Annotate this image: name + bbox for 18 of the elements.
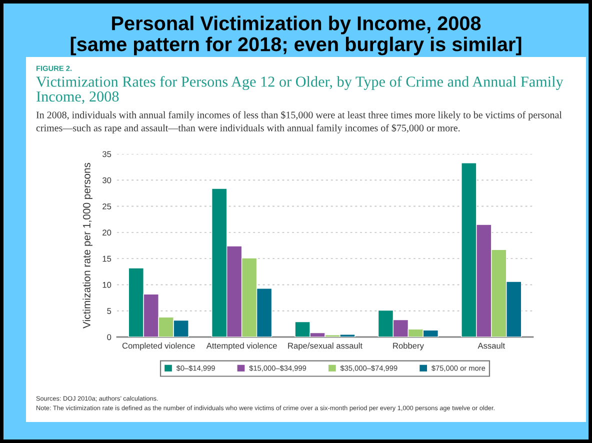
x-tick-label: Robbery	[393, 342, 424, 350]
text: In 2008, individuals with annual family incomes of less than $15,000 were at least three times more likely to be victims of personal crimes—such as rape and assault—than were individuals with annual family incomes of $75,000 or more.	[36, 111, 562, 134]
y-tick-label: 25	[102, 203, 112, 210]
y-tick-label: 35	[102, 151, 112, 158]
text: [same pattern for 2018; even burglary is similar]	[70, 36, 522, 56]
chart-subtitle: Victimization Rates for Persons Age 12 or Older, by Type of Crime and Annual Family Income, 2008	[36, 76, 564, 104]
x-tick-label: Completed violence	[122, 342, 195, 350]
chart-title: Personal Victimization by Income, 2008	[112, 16, 481, 34]
y-tick-label: 30	[102, 177, 112, 184]
y-axis-title: Victimization rate per 1,000 persons	[82, 162, 92, 328]
x-tick-label: Assault	[478, 342, 506, 349]
y-tick-label: 0	[107, 334, 112, 340]
x-tick-label: Attempted violence	[206, 342, 277, 350]
y-tick-label: 10	[102, 282, 112, 288]
y-tick-label: 20	[102, 230, 112, 236]
y-tick-label: 5	[107, 308, 112, 314]
y-tick-label: 15	[102, 256, 112, 262]
x-tick-label: Rape/sexual assault	[288, 342, 362, 350]
